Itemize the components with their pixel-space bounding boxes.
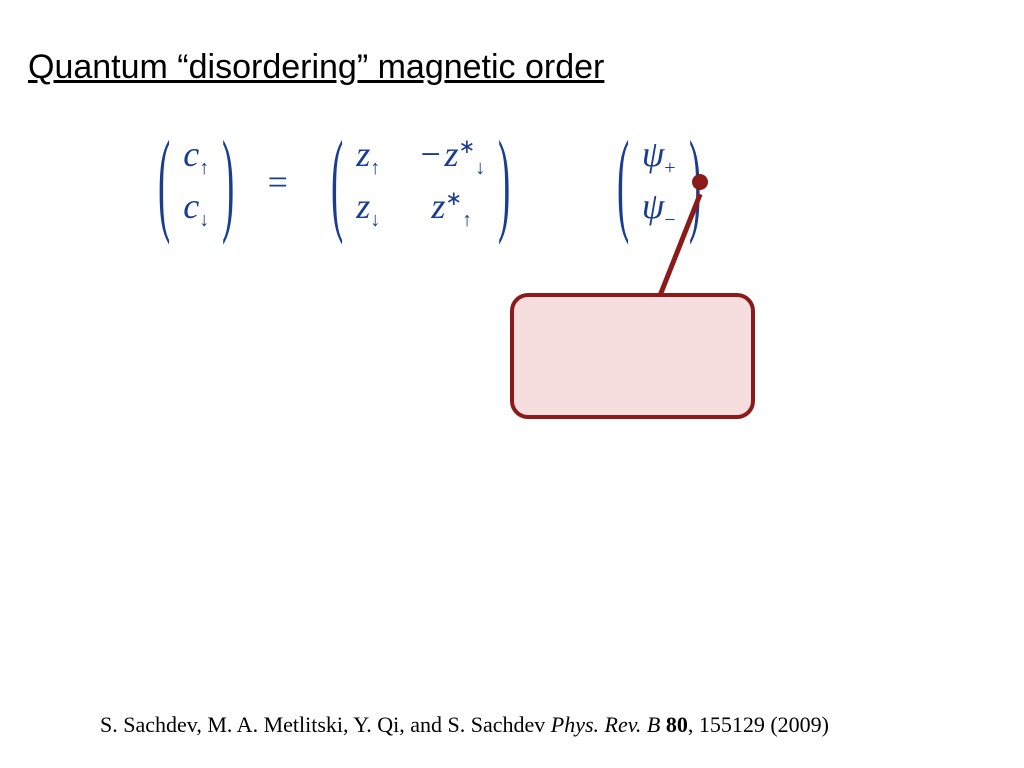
lhs-vector: c c xyxy=(183,130,209,234)
citation-journal: Phys. Rev. B xyxy=(551,712,666,737)
main-equation: ( c c ) = ( z z −z z ) ( ψ ψ ) xyxy=(145,130,714,234)
callout-box xyxy=(510,293,755,419)
citation: S. Sachdev, M. A. Metlitski, Y. Qi, and … xyxy=(100,712,829,738)
rotation-matrix: z z −z z xyxy=(356,130,485,234)
lhs-top-sub xyxy=(199,154,209,179)
m21-sub xyxy=(370,206,380,231)
lparen-2: ( xyxy=(331,133,343,231)
callout-dot xyxy=(692,174,708,190)
rhs-top: ψ xyxy=(642,134,664,174)
citation-rest: , 155129 (2009) xyxy=(688,712,829,737)
rparen-1: ) xyxy=(222,133,234,231)
lhs-top: c xyxy=(183,134,199,174)
m12-sub xyxy=(475,154,485,179)
rhs-top-sub xyxy=(664,154,675,179)
m22-sub xyxy=(462,206,472,231)
m21: z xyxy=(356,186,370,226)
m12-neg: − xyxy=(418,134,442,174)
page-title: Quantum “disordering” magnetic order xyxy=(28,48,604,87)
m22: z xyxy=(431,186,445,226)
rhs-vector: ψ ψ xyxy=(642,130,676,234)
equals-sign: = xyxy=(268,161,288,203)
m12: z xyxy=(445,134,459,174)
lparen-1: ( xyxy=(158,133,170,231)
lhs-bot: c xyxy=(183,186,199,226)
m12-sup xyxy=(459,133,476,158)
citation-authors: S. Sachdev, M. A. Metlitski, Y. Qi, and … xyxy=(100,712,551,737)
lparen-3: ( xyxy=(617,133,629,231)
rhs-bot: ψ xyxy=(642,186,664,226)
m11-sub xyxy=(370,154,380,179)
m11: z xyxy=(356,134,370,174)
rhs-bot-sub xyxy=(664,206,675,231)
rparen-2: ) xyxy=(498,133,510,231)
m22-sup xyxy=(445,185,462,210)
lhs-bot-sub xyxy=(199,206,209,231)
citation-volume: 80 xyxy=(666,712,688,737)
